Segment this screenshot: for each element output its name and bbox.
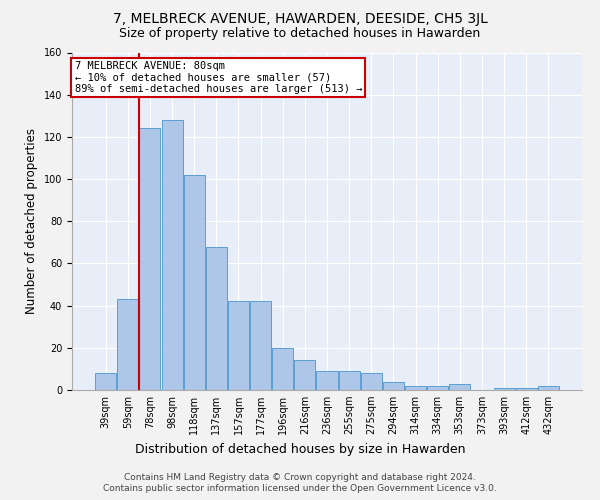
Bar xyxy=(383,382,404,390)
Bar xyxy=(316,371,338,390)
Text: Contains public sector information licensed under the Open Government Licence v3: Contains public sector information licen… xyxy=(103,484,497,493)
Bar xyxy=(515,388,536,390)
Bar xyxy=(494,388,515,390)
Bar xyxy=(139,128,160,390)
Bar xyxy=(228,302,249,390)
Bar xyxy=(250,302,271,390)
Text: Size of property relative to detached houses in Hawarden: Size of property relative to detached ho… xyxy=(119,28,481,40)
Bar xyxy=(427,386,448,390)
Text: 7, MELBRECK AVENUE, HAWARDEN, DEESIDE, CH5 3JL: 7, MELBRECK AVENUE, HAWARDEN, DEESIDE, C… xyxy=(113,12,487,26)
Bar xyxy=(118,300,139,390)
Bar xyxy=(95,373,116,390)
Bar xyxy=(184,175,205,390)
Bar xyxy=(161,120,182,390)
Bar xyxy=(272,348,293,390)
Bar xyxy=(361,373,382,390)
Bar xyxy=(538,386,559,390)
Bar xyxy=(295,360,316,390)
Y-axis label: Number of detached properties: Number of detached properties xyxy=(25,128,38,314)
Text: 7 MELBRECK AVENUE: 80sqm
← 10% of detached houses are smaller (57)
89% of semi-d: 7 MELBRECK AVENUE: 80sqm ← 10% of detach… xyxy=(74,61,362,94)
Text: Contains HM Land Registry data © Crown copyright and database right 2024.: Contains HM Land Registry data © Crown c… xyxy=(124,472,476,482)
Text: Distribution of detached houses by size in Hawarden: Distribution of detached houses by size … xyxy=(135,442,465,456)
Bar xyxy=(449,384,470,390)
Bar xyxy=(206,246,227,390)
Bar xyxy=(338,371,359,390)
Bar xyxy=(405,386,426,390)
